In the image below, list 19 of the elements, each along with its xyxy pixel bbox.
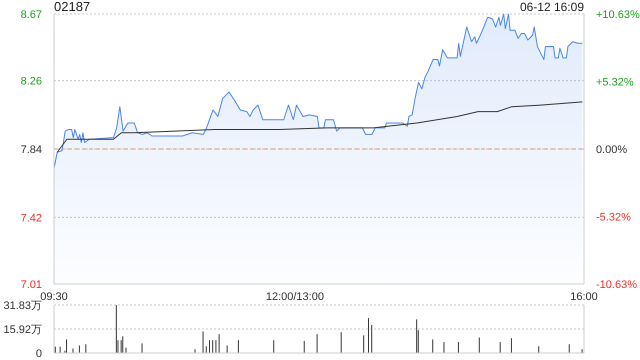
chart-title: 02187 [54, 0, 90, 14]
annotation: 06-12 16:09 [520, 0, 584, 14]
y-tick-label: 8.67 [20, 9, 42, 21]
y2-tick-label: +5.32% [596, 76, 634, 88]
y2-tick-label: -5.32% [596, 212, 632, 224]
y-tick-label: 15.92万 [3, 324, 42, 336]
x-tick-label: 09:30 [40, 290, 68, 303]
y-tick-label: 8.26 [20, 76, 42, 88]
y-tick-label: 7.84 [20, 144, 42, 156]
line-series [56, 101, 583, 153]
y-tick-label: 31.83万 [3, 300, 42, 312]
y2-tick-label: -10.63% [596, 279, 638, 291]
y2-tick-label: 0.00% [596, 144, 628, 156]
x-tick-label: 12:00/13:00 [266, 290, 324, 303]
y-tick-label: 7.42 [20, 212, 42, 224]
x-tick-label: 16:00 [570, 290, 598, 303]
y-tick-label: 0 [36, 348, 42, 360]
y2-tick-label: +10.63% [596, 9, 640, 21]
y-tick-label: 7.01 [20, 279, 42, 291]
